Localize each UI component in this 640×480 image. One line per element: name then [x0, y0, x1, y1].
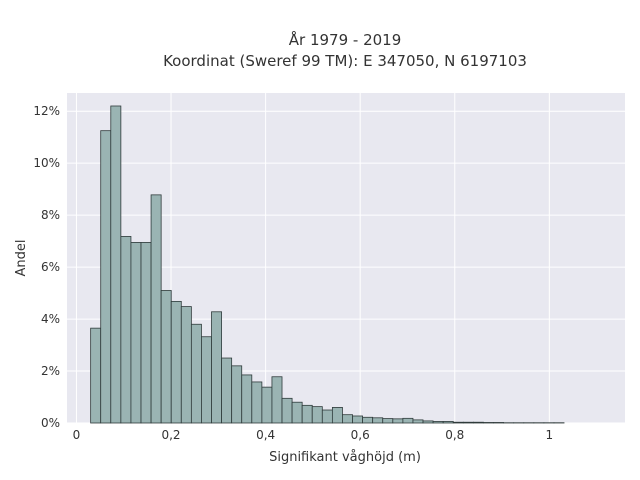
x-tick-label: 0: [73, 428, 81, 442]
histogram-bar: [392, 418, 404, 424]
histogram-bar: [150, 194, 162, 424]
y-tick-label: 4%: [41, 312, 60, 326]
histogram-bar: [321, 409, 333, 424]
chart-title: År 1979 - 2019: [289, 30, 402, 49]
histogram-bar: [140, 242, 152, 424]
histogram-bar: [90, 327, 102, 424]
histogram-bar: [372, 417, 384, 424]
x-tick-label: 0,2: [161, 428, 180, 442]
histogram-bar: [100, 130, 112, 424]
histogram-bar: [311, 406, 323, 424]
histogram-bar: [120, 236, 132, 424]
histogram-bar: [180, 306, 192, 424]
histogram-bar: [251, 381, 263, 424]
histogram-bar: [160, 290, 172, 424]
x-ticks: 0 0,2 0,4 0,6 0,8 1: [73, 428, 554, 442]
histogram-bar: [331, 407, 343, 424]
histogram-bar: [432, 421, 444, 424]
histogram-bar: [281, 397, 293, 424]
y-tick-label: 0%: [41, 416, 60, 430]
histogram-bar: [201, 336, 212, 424]
y-ticks: 0% 2% 4% 6% 8% 10% 12%: [33, 104, 60, 430]
histogram-bar: [301, 404, 313, 424]
histogram-bar: [402, 417, 414, 424]
bars-layer: [90, 105, 565, 424]
x-tick-label: 0,4: [256, 428, 275, 442]
y-tick-label: 8%: [41, 208, 60, 222]
histogram-bar: [422, 420, 434, 424]
histogram-bar: [190, 323, 202, 424]
histogram-bar: [483, 422, 494, 424]
histogram-bar: [170, 300, 182, 424]
chart-subtitle: Koordinat (Sweref 99 TM): E 347050, N 61…: [163, 52, 527, 70]
histogram-bar: [382, 418, 394, 424]
x-axis-label: Signifikant våghöjd (m): [269, 450, 421, 465]
histogram-bar: [493, 422, 505, 424]
histogram-bar: [352, 415, 363, 424]
histogram-bar: [462, 421, 474, 424]
y-axis-label: Andel: [14, 240, 29, 277]
histogram-bar: [472, 421, 484, 424]
histogram-bar: [110, 105, 122, 424]
histogram-bar: [442, 421, 454, 424]
histogram-bar: [452, 421, 464, 424]
histogram-bar: [241, 374, 253, 424]
y-tick-label: 12%: [33, 104, 60, 118]
histogram-bar: [231, 365, 243, 424]
histogram-bar: [342, 414, 353, 424]
x-tick-label: 1: [546, 428, 554, 442]
x-tick-label: 0,8: [445, 428, 464, 442]
histogram-bar: [362, 416, 374, 424]
histogram-bar: [221, 357, 233, 424]
y-tick-label: 6%: [41, 260, 60, 274]
histogram-bar: [261, 386, 273, 424]
histogram-bar: [130, 242, 142, 424]
histogram-bar: [271, 376, 283, 424]
x-tick-label: 0,6: [351, 428, 370, 442]
y-tick-label: 2%: [41, 364, 60, 378]
histogram-bar: [291, 401, 303, 424]
y-tick-label: 10%: [33, 156, 60, 170]
histogram-bar: [412, 419, 424, 424]
histogram-bar: [211, 311, 222, 424]
